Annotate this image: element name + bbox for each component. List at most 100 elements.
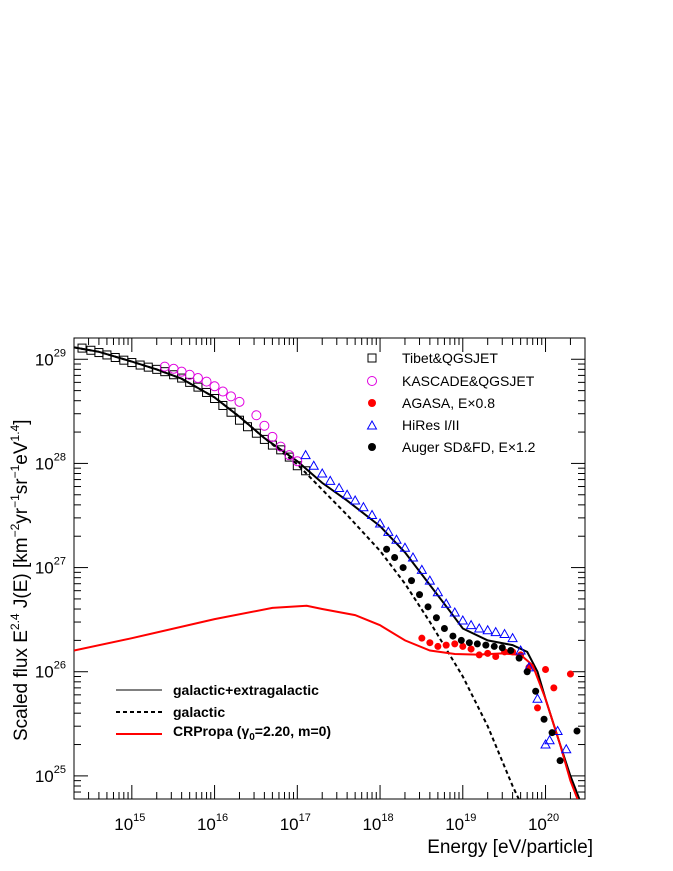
axis-ticks bbox=[73, 338, 586, 800]
data-point bbox=[424, 575, 436, 585]
data-point bbox=[484, 649, 492, 657]
legend-label: galactic bbox=[173, 704, 225, 720]
legend-label: galactic+extragalactic bbox=[173, 682, 319, 698]
data-point bbox=[507, 632, 518, 643]
x-axis-label: Energy [eV/particle] bbox=[427, 837, 593, 858]
data-point bbox=[560, 743, 572, 754]
x-tick-label: 1016 bbox=[197, 812, 228, 834]
tick-exp: 26 bbox=[54, 660, 66, 672]
tick-base: 10 bbox=[35, 559, 54, 578]
data-point bbox=[382, 526, 394, 536]
data-point bbox=[440, 625, 448, 633]
plot-frame bbox=[73, 337, 586, 800]
data-point bbox=[184, 369, 195, 380]
data-point bbox=[432, 586, 444, 597]
data-point bbox=[544, 734, 555, 745]
tick-base: 10 bbox=[114, 815, 133, 834]
data-point bbox=[234, 396, 245, 407]
data-point bbox=[209, 381, 220, 392]
data-point bbox=[284, 450, 295, 461]
tick-base: 10 bbox=[35, 454, 54, 473]
data-point bbox=[242, 422, 252, 432]
legend-label: Auger SD&FD, E×1.2 bbox=[402, 439, 536, 455]
data-point bbox=[399, 542, 411, 552]
data-point bbox=[507, 646, 515, 654]
ylabel-exp: 1.4 bbox=[8, 424, 22, 441]
data-point bbox=[532, 687, 540, 695]
tick-exp: 20 bbox=[547, 812, 559, 824]
ylabel-part: yr bbox=[11, 507, 32, 524]
tick-exp: 29 bbox=[54, 347, 66, 359]
data-point bbox=[275, 441, 286, 452]
data-point bbox=[473, 622, 485, 633]
data-point bbox=[160, 367, 170, 377]
legend-open-square-marker bbox=[367, 353, 377, 363]
tick-base: 10 bbox=[528, 815, 547, 834]
data-point bbox=[573, 727, 581, 735]
data-points bbox=[77, 343, 581, 765]
data-point bbox=[300, 449, 311, 460]
legend-open-triangle-marker bbox=[366, 419, 378, 430]
data-point bbox=[234, 415, 244, 425]
data-point bbox=[185, 377, 195, 387]
y-tick-label: 1026 bbox=[35, 660, 66, 682]
tick-base: 10 bbox=[197, 815, 216, 834]
data-point bbox=[432, 614, 440, 622]
data-point bbox=[490, 626, 502, 637]
y-tick-label: 1025 bbox=[35, 764, 66, 786]
legend-filled-circle-marker bbox=[368, 399, 376, 407]
data-point bbox=[475, 651, 483, 659]
tick-base: 10 bbox=[35, 350, 54, 369]
data-point bbox=[451, 640, 459, 648]
data-point bbox=[457, 636, 465, 644]
data-point bbox=[316, 467, 328, 478]
ylabel-part: ] bbox=[11, 419, 32, 424]
data-point bbox=[418, 634, 426, 642]
tick-base: 10 bbox=[35, 767, 54, 786]
ylabel-exp: −2 bbox=[8, 523, 22, 537]
data-point bbox=[416, 564, 428, 574]
data-point bbox=[473, 640, 481, 648]
legend-filled-circle-marker bbox=[368, 443, 376, 451]
data-point bbox=[449, 632, 457, 640]
ylabel-exp: 2.4 bbox=[8, 613, 22, 630]
data-point bbox=[226, 407, 236, 417]
data-point bbox=[459, 642, 467, 650]
tick-exp: 16 bbox=[216, 812, 228, 824]
y-tick-label: 1029 bbox=[35, 347, 66, 369]
data-point bbox=[210, 394, 220, 404]
data-point bbox=[226, 391, 237, 402]
model-legend: galactic+extragalactic galactic CRPropa … bbox=[116, 682, 331, 743]
data-point bbox=[292, 461, 302, 471]
tick-base: 10 bbox=[280, 815, 299, 834]
legend-label: CRPropa (γ0=2.20, m=0) bbox=[173, 723, 331, 743]
data-point bbox=[492, 653, 500, 661]
data-point bbox=[383, 545, 391, 553]
data-point bbox=[407, 551, 419, 562]
x-tick-label: 1020 bbox=[528, 812, 559, 834]
data-point bbox=[442, 641, 450, 649]
y-axis-label: Scaled flux E2.4 J(E) [km−2yr−1sr−1eV1.4… bbox=[8, 419, 32, 741]
data-point bbox=[566, 670, 574, 678]
data-point bbox=[426, 639, 434, 647]
data-point bbox=[391, 553, 399, 561]
data-point bbox=[218, 400, 228, 410]
x-tick-label: 1019 bbox=[445, 812, 476, 834]
legend-entry-total: galactic+extragalactic bbox=[116, 682, 319, 698]
data-point bbox=[499, 628, 510, 639]
data-point bbox=[482, 624, 494, 635]
data-point bbox=[110, 352, 120, 362]
tick-exp: 17 bbox=[299, 812, 311, 824]
data-point bbox=[457, 615, 469, 625]
legend-entry-crpropa: CRPropa (γ0=2.20, m=0) bbox=[116, 723, 331, 743]
data-point bbox=[416, 591, 424, 599]
curve-galactic bbox=[74, 346, 520, 799]
x-tick-labels: 1015 1016 1017 1018 1019 1020 bbox=[114, 812, 559, 834]
x-tick-label: 1015 bbox=[114, 812, 145, 834]
data-point bbox=[217, 386, 228, 397]
x-tick-label: 1018 bbox=[362, 812, 393, 834]
curve-crpropa bbox=[74, 604, 579, 799]
data-point bbox=[201, 376, 212, 387]
data-point bbox=[556, 757, 564, 765]
data-point bbox=[267, 431, 278, 442]
